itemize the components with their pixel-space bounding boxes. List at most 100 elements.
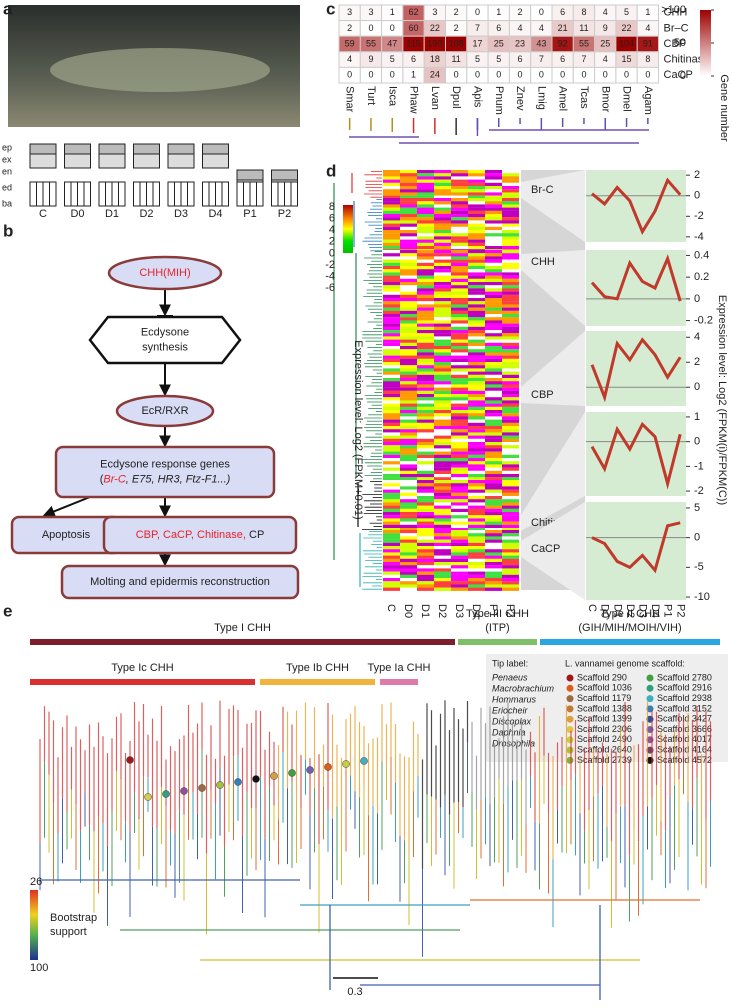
heatmap-texture (383, 358, 400, 363)
heatmap-texture (434, 568, 451, 572)
heatmap-texture (451, 272, 468, 276)
heatmap-texture (417, 346, 434, 350)
heatmap-texture (502, 542, 519, 547)
heatmap-texture (502, 176, 519, 180)
heatmap-texture (400, 314, 417, 318)
cell-value: 0 (347, 70, 352, 80)
heatmap-texture (502, 310, 519, 315)
heatmap-texture (400, 419, 417, 423)
column-label: Isca (386, 86, 398, 107)
cell-value: 8 (581, 7, 586, 17)
heatmap-texture (400, 458, 417, 462)
legend-dot (566, 684, 574, 692)
legend-tip: Macrobrachium (492, 683, 555, 693)
heatmap-texture (383, 442, 400, 446)
heatmap-texture (417, 429, 434, 433)
column-label: Bmor (599, 86, 611, 113)
heatmap-texture (417, 435, 434, 439)
cell-value: 1 (390, 7, 395, 17)
heatmap-texture (485, 508, 502, 513)
node-box (54, 445, 276, 499)
heatmap-texture (417, 210, 434, 215)
scaffold-dot (252, 775, 260, 783)
heatmap-texture (383, 323, 400, 327)
heatmap-texture (451, 432, 468, 436)
heatmap-texture (417, 378, 434, 382)
heatmap-texture (468, 217, 485, 221)
heatmap-texture (417, 451, 434, 455)
heatmap-texture (400, 581, 417, 585)
heatmap-texture (451, 426, 468, 430)
heatmap-texture (451, 282, 468, 286)
heatmap-texture (502, 189, 519, 193)
heatmap-texture (400, 542, 417, 547)
heatmap-texture (383, 214, 400, 218)
heatmap-texture (451, 521, 468, 525)
heatmap-texture (468, 207, 485, 211)
heatmap-texture (383, 220, 400, 224)
heatmap-texture (434, 496, 451, 500)
scaffold-dot (198, 784, 206, 792)
heatmap-texture (451, 298, 468, 302)
heatmap-texture (417, 342, 434, 347)
heatmap-texture (451, 394, 468, 398)
legend-scaffold: Scaffold 2490 (577, 734, 632, 744)
heatmap-texture (400, 259, 417, 263)
heatmap-texture (451, 416, 468, 420)
heatmap-texture (485, 578, 502, 582)
scaffold-dot (126, 756, 134, 764)
heatmap-texture (451, 568, 468, 572)
cell-value: 11 (451, 54, 460, 64)
heatmap-texture (400, 294, 417, 299)
heatmap-texture (417, 250, 434, 254)
heatmap-texture (502, 230, 519, 234)
stage-label: D2 (139, 208, 153, 220)
heatmap-texture (485, 310, 502, 315)
heatmap-texture (434, 477, 451, 481)
heatmap-texture (400, 323, 417, 327)
heatmap-texture (468, 330, 485, 334)
heatmap-texture (383, 536, 400, 540)
heatmap-texture (383, 278, 400, 283)
heatmap-texture (468, 291, 485, 295)
heatmap-texture (383, 539, 400, 543)
heatmap-texture (417, 288, 434, 292)
heatmap-texture (383, 528, 400, 532)
heatmap-texture (468, 454, 485, 459)
heatmap-texture (468, 323, 485, 327)
heatmap-texture (417, 259, 434, 263)
heatmap-texture (485, 387, 502, 391)
heatmap-texture (434, 533, 451, 537)
heatmap-texture (383, 314, 400, 318)
heatmap-texture (400, 496, 417, 500)
cell-value: 5 (475, 54, 480, 64)
heatmap-texture (502, 285, 519, 289)
heatmap-texture (434, 349, 451, 353)
heatmap-texture (434, 571, 451, 575)
heatmap-texture (451, 317, 468, 321)
node-ellipse (107, 255, 223, 291)
heatmap-texture (400, 416, 417, 420)
heatmap-texture (417, 352, 434, 356)
y-tick-label: -5 (694, 561, 704, 573)
heatmap-texture (383, 584, 400, 588)
clade-label: Type Ic CHH (111, 662, 173, 674)
panel-label: c (326, 0, 335, 18)
heatmap-texture (468, 403, 485, 407)
y-tick-label: -2 (694, 485, 704, 497)
heatmap-texture (417, 555, 434, 559)
heatmap-texture (502, 464, 519, 468)
heatmap-texture (451, 176, 468, 180)
gene-label: CaCP (531, 543, 560, 555)
heatmap-texture (400, 291, 417, 295)
row-label: CHH (664, 7, 688, 19)
heatmap-texture (400, 239, 417, 243)
heatmap-texture (485, 342, 502, 347)
cuticle-outer (29, 143, 57, 155)
heatmap-texture (417, 336, 434, 340)
legend-scaffold: Scaffold 1036 (577, 683, 632, 693)
heatmap-texture (434, 413, 451, 417)
heatmap-texture (485, 226, 502, 231)
heatmap-texture (417, 239, 434, 243)
heatmap-texture (451, 210, 468, 215)
